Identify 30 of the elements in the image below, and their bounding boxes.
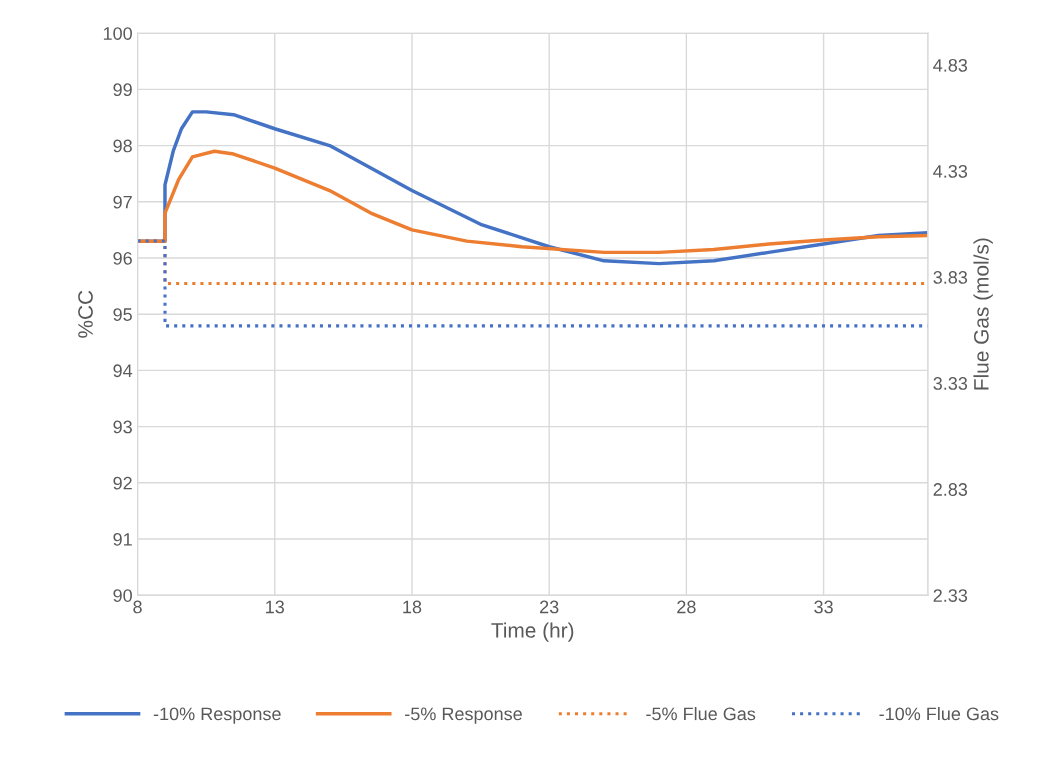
y2-axis-title: Flue Gas (mol/s)	[973, 238, 993, 390]
y2-tick-label: 4.33	[933, 164, 968, 178]
y-tick-label: 92	[113, 476, 132, 490]
y-tick-label: 100	[103, 27, 132, 40]
x-tick-label: 28	[677, 600, 696, 614]
y-tick-label: 91	[113, 532, 132, 546]
x-tick-label: 33	[814, 600, 833, 614]
x-tick-label: 13	[266, 600, 284, 614]
y2-tick-label: 2.83	[933, 483, 968, 496]
x-tick-label: 23	[540, 600, 559, 614]
y-tick-label: 98	[113, 139, 132, 153]
y-tick-label: 93	[113, 420, 132, 434]
y2-tick-label: 3.33	[933, 377, 968, 390]
y-tick-label: 94	[113, 364, 133, 378]
x-tick-label: 18	[403, 600, 422, 614]
y2-tick-label: 2.33	[933, 589, 968, 602]
y2-tick-label: 4.83	[933, 58, 968, 72]
y-tick-label: 95	[113, 308, 132, 321]
legend-label: -5% Response	[405, 707, 522, 724]
legend-label: -10% Flue Gas	[879, 707, 999, 721]
y-tick-label: 96	[113, 251, 132, 265]
y-tick-label: 90	[113, 589, 132, 602]
y2-tick-label: 3.83	[933, 271, 968, 284]
y-tick-label: 97	[113, 195, 132, 209]
x-axis-title: Time (hr)	[491, 622, 574, 642]
x-tick-label: 8	[133, 600, 142, 614]
legend-label: -10% Response	[153, 707, 281, 724]
y-axis-title: %CC	[78, 290, 93, 338]
y-tick-label: 99	[113, 83, 132, 97]
legend-label: -5% Flue Gas	[646, 707, 756, 721]
